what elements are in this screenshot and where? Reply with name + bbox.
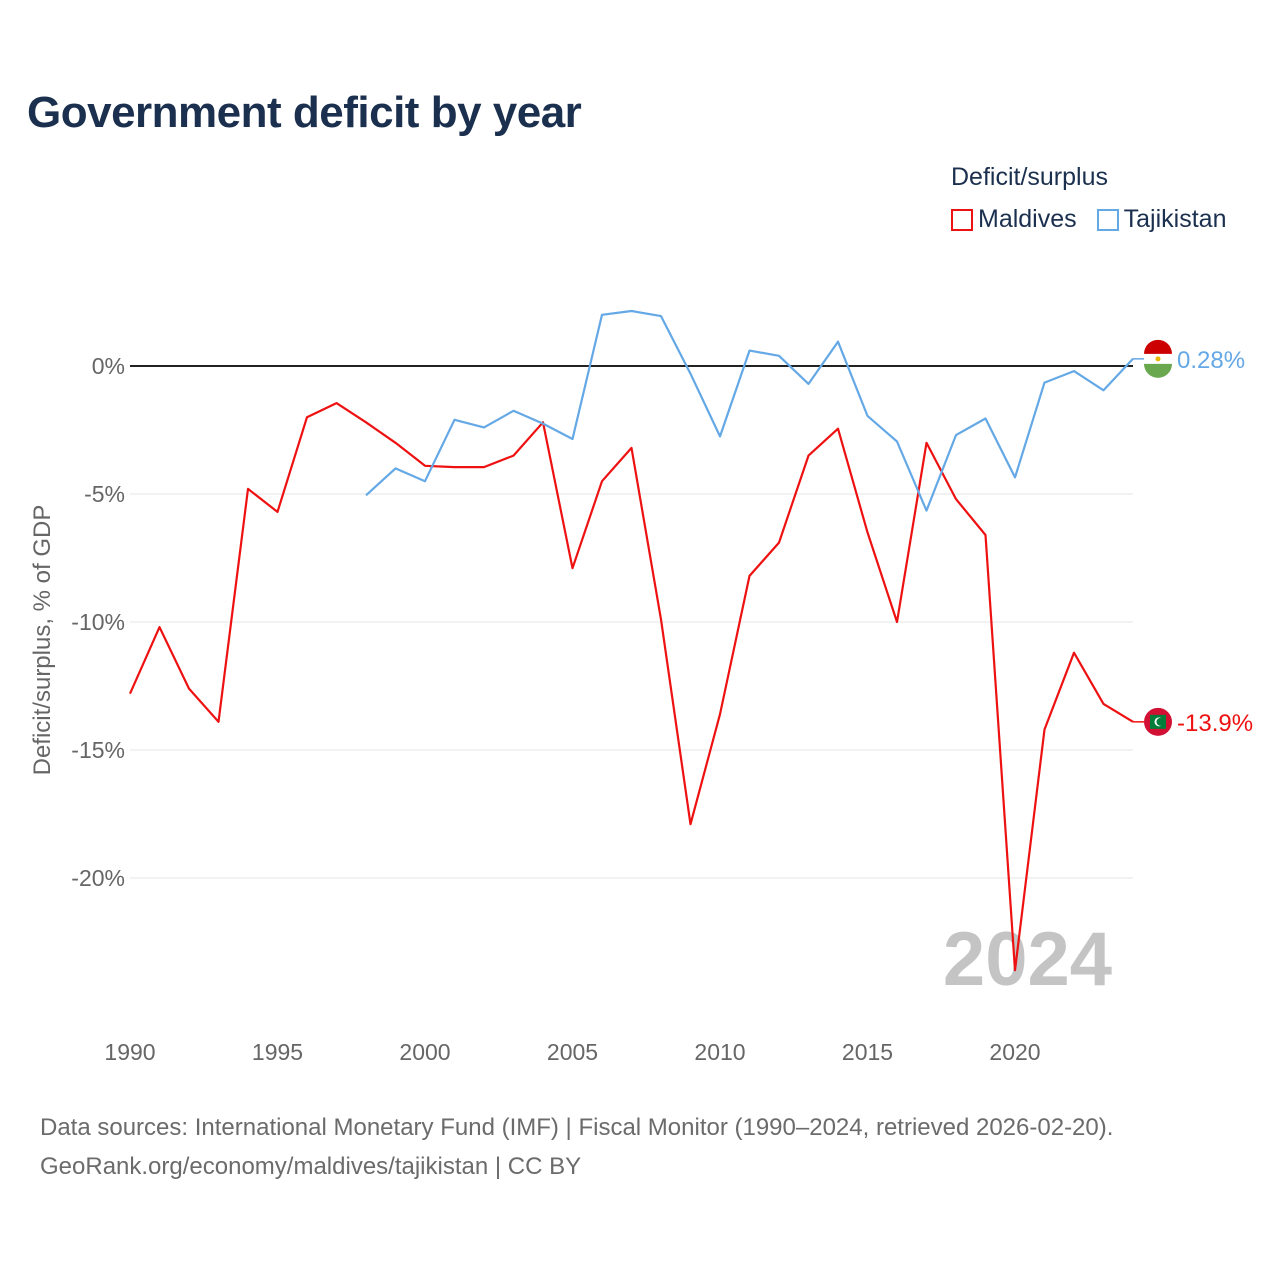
flag-tajikistan-icon [1144, 339, 1172, 378]
legend-item-tajikistan[interactable]: Tajikistan [1096, 205, 1227, 234]
x-tick-label: 2000 [399, 1039, 450, 1065]
x-tick-label: 2015 [842, 1039, 893, 1065]
legend-swatch-tajikistan [1096, 208, 1119, 231]
x-tick-label: 2010 [694, 1039, 745, 1065]
legend-label-maldives: Maldives [978, 205, 1077, 233]
series-group [128, 309, 1134, 972]
legend-item-maldives[interactable]: Maldives [951, 205, 1077, 234]
y-tick-label: -10% [71, 609, 125, 635]
year-watermark: 2024 [943, 917, 1112, 1002]
legend: Maldives Tajikistan [951, 205, 1226, 234]
x-tick-label: 2005 [547, 1039, 598, 1065]
grid [130, 365, 1133, 879]
series-line-tajikistan[interactable] [365, 309, 1134, 512]
y-tick-label: 0% [92, 353, 125, 379]
y-tick-label: -20% [71, 865, 125, 891]
source-note: Data sources: International Monetary Fun… [40, 1108, 1113, 1186]
flag-maldives-icon [1144, 707, 1172, 736]
source-line-1: Data sources: International Monetary Fun… [40, 1114, 1114, 1141]
y-tick-label: -15% [71, 737, 125, 763]
end-markers: -13.9% 0.28% [1133, 339, 1253, 737]
y-tick-label: -5% [84, 481, 125, 507]
y-axis-label: Deficit/surplus, % of GDP [29, 505, 56, 776]
x-tick-label: 1995 [252, 1039, 303, 1065]
end-label-maldives: -13.9% [1177, 710, 1253, 737]
source-line-2[interactable]: GeoRank.org/economy/maldives/tajikistan … [40, 1153, 582, 1180]
end-label-tajikistan: 0.28% [1177, 347, 1245, 374]
legend-swatch-maldives [951, 208, 973, 231]
chart-title: Government deficit by year [27, 88, 582, 137]
series-line-maldives[interactable] [128, 402, 1134, 972]
x-axis: 1990 1995 2000 2005 2010 2015 2020 [104, 1039, 1040, 1065]
x-tick-label: 2020 [989, 1039, 1040, 1065]
x-tick-label: 1990 [104, 1039, 155, 1065]
legend-label-tajikistan: Tajikistan [1123, 205, 1227, 233]
legend-title: Deficit/surplus [951, 163, 1108, 191]
y-axis: 0% -5% -10% -15% -20% [71, 353, 125, 891]
